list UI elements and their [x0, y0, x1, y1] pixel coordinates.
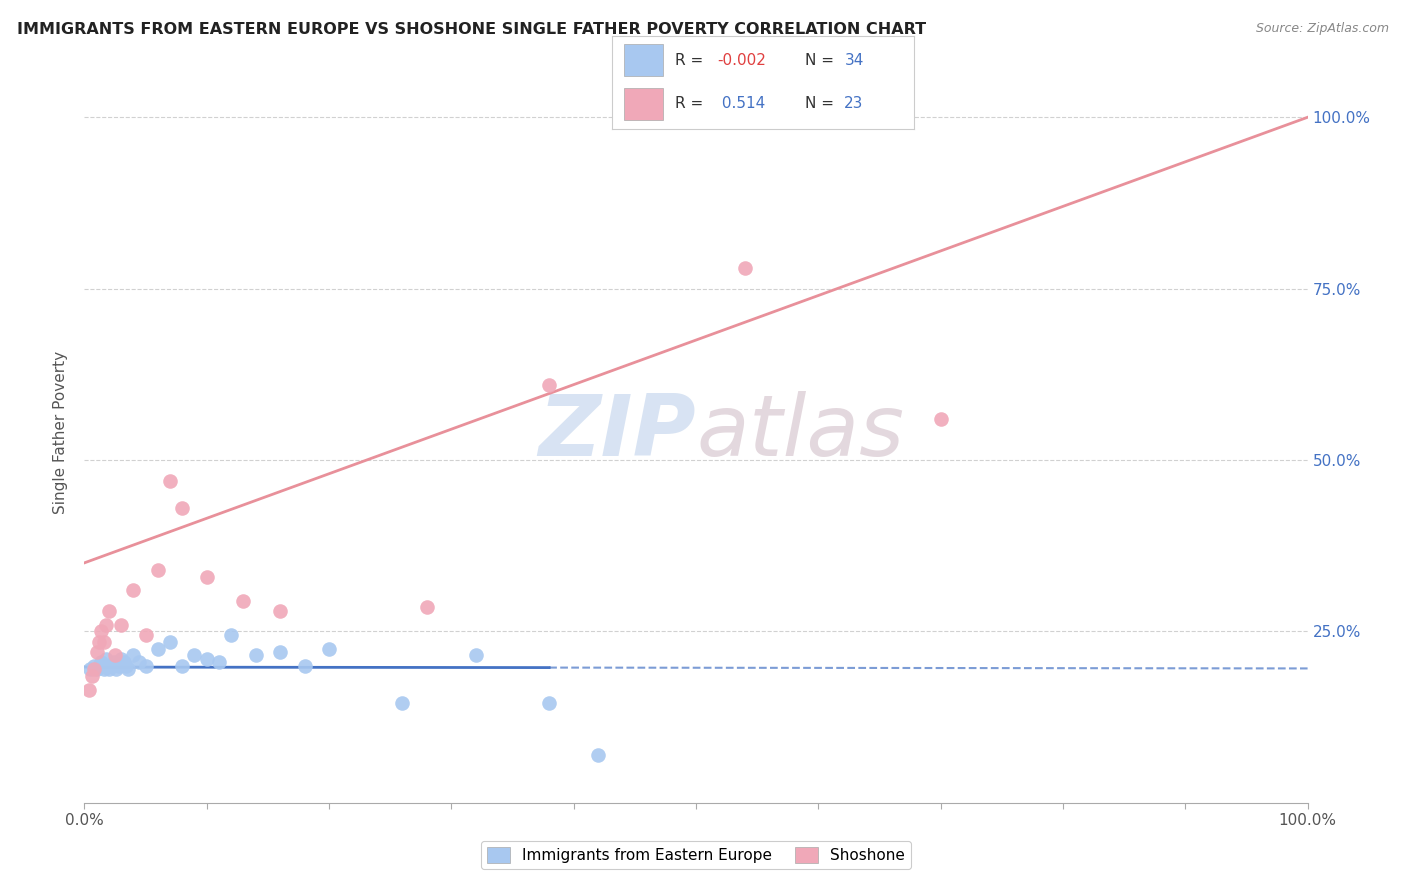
Point: [104, 648, 127, 663]
Point: [83, 662, 105, 676]
Point: [318, 641, 340, 656]
Point: [269, 604, 291, 618]
Point: [97, 662, 120, 676]
Point: [112, 655, 135, 669]
Point: [90, 624, 112, 639]
Point: [87, 634, 110, 648]
Point: [183, 648, 205, 663]
Text: atlas: atlas: [696, 391, 904, 475]
Point: [159, 634, 181, 648]
Text: 23: 23: [845, 95, 863, 111]
Point: [86, 662, 108, 676]
Legend: Immigrants from Eastern Europe, Shoshone: Immigrants from Eastern Europe, Shoshone: [481, 841, 911, 869]
Point: [77, 682, 100, 697]
Point: [100, 658, 122, 673]
Point: [93, 634, 115, 648]
Point: [105, 662, 128, 676]
Point: [538, 377, 561, 392]
Point: [115, 658, 138, 673]
Point: [269, 645, 291, 659]
Point: [294, 658, 316, 673]
Point: [159, 474, 181, 488]
Point: [245, 648, 267, 663]
Point: [172, 658, 194, 673]
Text: Source: ZipAtlas.com: Source: ZipAtlas.com: [1256, 22, 1389, 36]
Text: R =: R =: [675, 53, 709, 68]
Point: [219, 628, 242, 642]
Text: N =: N =: [806, 95, 839, 111]
Point: [79, 662, 101, 676]
Point: [122, 648, 145, 663]
Point: [586, 747, 609, 762]
Point: [93, 662, 115, 676]
Point: [146, 641, 169, 656]
Point: [110, 652, 132, 666]
Point: [146, 563, 169, 577]
Point: [195, 569, 218, 583]
Text: -0.002: -0.002: [717, 53, 766, 68]
Point: [87, 658, 110, 673]
Point: [97, 604, 120, 618]
Point: [391, 697, 413, 711]
Point: [172, 501, 194, 516]
Point: [90, 655, 112, 669]
Point: [103, 655, 125, 669]
Point: [122, 583, 145, 598]
Text: IMMIGRANTS FROM EASTERN EUROPE VS SHOSHONE SINGLE FATHER POVERTY CORRELATION CHA: IMMIGRANTS FROM EASTERN EUROPE VS SHOSHO…: [17, 22, 927, 37]
Point: [195, 652, 218, 666]
Point: [86, 645, 108, 659]
Text: N =: N =: [806, 53, 839, 68]
FancyBboxPatch shape: [624, 44, 664, 76]
Point: [464, 648, 486, 663]
Point: [135, 628, 157, 642]
Point: [929, 412, 952, 426]
Point: [117, 662, 139, 676]
Point: [96, 652, 118, 666]
Point: [107, 658, 129, 673]
Point: [83, 658, 105, 673]
Y-axis label: Single Father Poverty: Single Father Poverty: [53, 351, 69, 514]
Text: 0.514: 0.514: [717, 95, 766, 111]
Point: [416, 600, 439, 615]
FancyBboxPatch shape: [624, 88, 664, 120]
Text: 34: 34: [845, 53, 863, 68]
Point: [110, 617, 132, 632]
Point: [135, 658, 157, 673]
Point: [208, 655, 231, 669]
Point: [734, 261, 756, 276]
Point: [538, 697, 561, 711]
Text: ZIP: ZIP: [538, 391, 696, 475]
Point: [232, 593, 254, 607]
Point: [96, 617, 118, 632]
Point: [80, 669, 103, 683]
Text: R =: R =: [675, 95, 709, 111]
Point: [128, 655, 150, 669]
